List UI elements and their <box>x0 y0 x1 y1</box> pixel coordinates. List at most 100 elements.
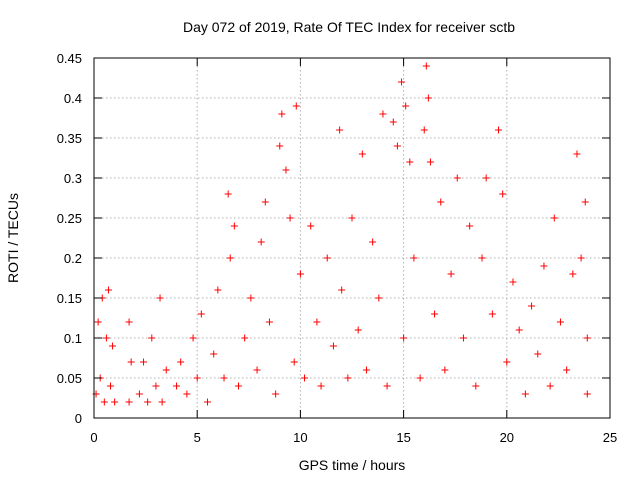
data-point <box>140 358 148 366</box>
data-point <box>177 358 185 366</box>
data-point <box>253 366 261 374</box>
data-point <box>286 214 294 222</box>
data-point <box>466 222 474 230</box>
y-tick-label: 0.35 <box>57 131 82 146</box>
data-point <box>383 382 391 390</box>
data-point <box>329 342 337 350</box>
data-point <box>369 238 377 246</box>
data-point <box>278 110 286 118</box>
data-point <box>509 278 517 286</box>
data-point <box>104 286 112 294</box>
data-point <box>135 390 143 398</box>
data-point <box>317 382 325 390</box>
data-point <box>197 310 205 318</box>
plot-border <box>93 57 611 419</box>
y-tick-label: 0.25 <box>57 211 82 226</box>
data-point <box>420 126 428 134</box>
data-point <box>540 262 548 270</box>
data-point <box>569 270 577 278</box>
data-point <box>393 142 401 150</box>
data-point <box>226 254 234 262</box>
data-point <box>301 374 309 382</box>
data-point <box>400 334 408 342</box>
data-point <box>348 214 356 222</box>
data-point <box>276 142 284 150</box>
data-point <box>296 270 304 278</box>
gridlines <box>94 58 610 418</box>
data-point <box>100 398 108 406</box>
data-point <box>441 366 449 374</box>
data-point <box>426 158 434 166</box>
x-tick-label: 5 <box>194 430 201 445</box>
data-point <box>183 390 191 398</box>
x-tick-label: 0 <box>90 430 97 445</box>
data-point <box>127 358 135 366</box>
data-point <box>125 398 133 406</box>
data-point <box>410 254 418 262</box>
data-point <box>257 238 265 246</box>
data-points <box>92 62 591 406</box>
data-point <box>272 390 280 398</box>
data-point <box>109 342 117 350</box>
data-point <box>241 334 249 342</box>
x-tick-label: 10 <box>293 430 307 445</box>
data-point <box>478 254 486 262</box>
data-point <box>234 382 242 390</box>
data-point <box>189 334 197 342</box>
data-point <box>521 390 529 398</box>
data-point <box>336 126 344 134</box>
data-point <box>422 62 430 70</box>
y-tick-label: 0.05 <box>57 371 82 386</box>
axis-ticks <box>93 57 611 419</box>
data-point <box>482 174 490 182</box>
data-point <box>290 358 298 366</box>
x-axis-title: GPS time / hours <box>299 457 406 473</box>
data-point <box>162 366 170 374</box>
data-point <box>472 382 480 390</box>
data-point <box>204 398 212 406</box>
data-point <box>323 254 331 262</box>
data-point <box>556 318 564 326</box>
data-point <box>503 358 511 366</box>
y-tick-label: 0.15 <box>57 291 82 306</box>
data-point <box>354 326 362 334</box>
y-tick-label: 0.3 <box>64 171 82 186</box>
x-tick-label: 20 <box>500 430 514 445</box>
data-point <box>261 198 269 206</box>
data-point <box>102 334 110 342</box>
data-point <box>148 334 156 342</box>
data-point <box>144 398 152 406</box>
data-point <box>583 390 591 398</box>
data-point <box>581 198 589 206</box>
data-point <box>111 398 119 406</box>
data-point <box>495 126 503 134</box>
data-point <box>358 150 366 158</box>
data-point <box>437 198 445 206</box>
chart-title: Day 072 of 2019, Rate Of TEC Index for r… <box>183 19 515 35</box>
data-point <box>447 270 455 278</box>
data-point <box>389 118 397 126</box>
data-point <box>94 318 102 326</box>
data-point <box>573 150 581 158</box>
data-point <box>379 110 387 118</box>
data-point <box>550 214 558 222</box>
data-point <box>338 286 346 294</box>
data-point <box>488 310 496 318</box>
data-point <box>214 286 222 294</box>
data-point <box>424 94 432 102</box>
data-point <box>224 190 232 198</box>
data-point <box>220 374 228 382</box>
data-point <box>546 382 554 390</box>
data-point <box>528 302 536 310</box>
data-point <box>499 190 507 198</box>
data-point <box>307 222 315 230</box>
data-point <box>210 350 218 358</box>
data-point <box>125 318 133 326</box>
y-tick-label: 0 <box>75 411 82 426</box>
data-point <box>515 326 523 334</box>
data-point <box>577 254 585 262</box>
data-point <box>152 382 160 390</box>
y-tick-label: 0.4 <box>64 91 82 106</box>
tick-labels: 0 0.05 0.1 0.15 0.2 0.25 0.3 0.35 0.4 0.45 0 5 10 15 2… <box>57 51 618 445</box>
